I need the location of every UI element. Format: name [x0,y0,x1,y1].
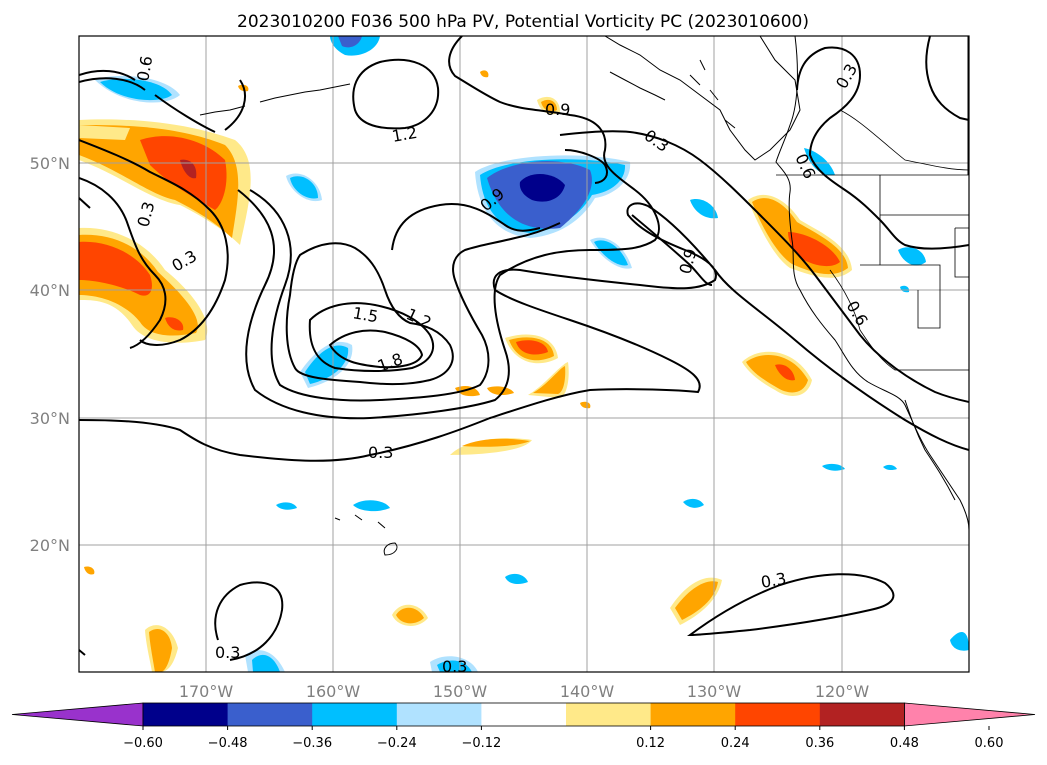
colorbar-frame [142,702,905,727]
contour-label: 1.5 [351,303,379,326]
colorbar-segment [819,703,905,726]
map-frame [78,35,970,673]
colorbar-tick-label: 0.36 [805,736,834,751]
longitude-labels: 170°W 160°W 150°W 140°W 130°W 120°W [179,682,870,701]
graticule [79,36,969,672]
colorbar-segment [481,703,567,726]
pv-positive-region [746,355,808,393]
pv-negative-region [898,247,926,266]
pv-negative-region [338,36,362,48]
colorbar-tick-label: −0.24 [377,736,417,751]
pv-negative-region [519,174,565,202]
colorbar-tick-label: −0.12 [461,736,501,751]
pv-positive-region [533,366,566,394]
colorbar-segment [735,703,821,726]
contour-label: 1.2 [390,123,418,146]
lat-label: 20°N [30,536,70,555]
pv-positive-region [79,241,152,296]
contour-label: 0.3 [442,657,467,676]
colorbar-segment [227,703,313,726]
colorbar: −0.60 −0.48 −0.36 −0.24 −0.12 0.12 0.24 0.36 0.4… [11,702,1036,751]
pv-negative-region [505,573,528,585]
figure-title: 2023010200 F036 500 hPa PV, Potential Vo… [237,12,809,32]
colorbar-tick-label: 0.12 [636,736,665,751]
pv-positive-region [149,628,172,672]
colorbar-tick-label: −0.48 [208,736,248,751]
lat-label: 50°N [30,154,70,173]
pv-negative-region [822,463,845,471]
colorbar-tick-label: −0.36 [292,736,332,751]
pv-positive-region [462,438,530,447]
map-panel: 0.6 0.3 0.3 1.2 0.9 0.9 0.3 0.9 0.6 0.3 … [78,35,970,676]
lat-label: 40°N [30,281,70,300]
lon-label: 170°W [179,682,234,701]
pv-positive-region [516,340,548,355]
pv-contours [79,36,969,661]
pv-positive-region [79,125,130,140]
pv-negative-region [804,148,835,176]
contour-label: 0.3 [759,569,787,592]
colorbar-segment [650,703,736,726]
lon-label: 140°W [560,682,615,701]
latitude-labels: 50°N 40°N 30°N 20°N [30,154,70,555]
colorbar-extend-high [904,702,1036,727]
pv-positive-region [675,581,718,620]
pv-positive-region [487,386,514,396]
colorbar-tick-label: −0.60 [123,736,163,751]
pv-negative-region [950,631,969,651]
colorbar-extend-low [11,702,144,727]
coastlines [199,36,969,556]
pv-negative-region [276,502,297,510]
lon-label: 150°W [433,682,488,701]
pv-negative-region [100,78,172,101]
colorbar-segment [143,703,229,726]
pv-negative-region [690,199,718,219]
colorbar-segment [396,703,482,726]
contour-label: 0.9 [545,100,570,119]
pv-positive-region [580,401,591,409]
pv-positive-region [140,136,227,210]
pv-negative-region [252,654,280,672]
pv-negative-region [353,500,390,512]
pv-positive-region [84,566,95,575]
lon-label: 160°W [306,682,361,701]
pv-positive-region [480,70,489,78]
contour-label: 0.3 [368,443,393,462]
pv-positive-region [396,607,424,624]
pv-positive-region [165,317,184,331]
contour-label: 0.3 [215,643,240,662]
pv-negative-region [683,498,704,508]
contour-label: 0.6 [133,54,156,82]
pv-positive-region [775,364,795,381]
pv-positive-region [541,99,557,112]
colorbar-segment [312,703,398,726]
colorbar-tick-label: 0.60 [975,736,1004,751]
lon-label: 130°W [687,682,742,701]
colorbar-segment [566,703,652,726]
pv-negative-region [437,660,472,672]
pv-positive-region [180,159,197,179]
colorbar-tick-label: 0.24 [721,736,750,751]
pv-negative-region [290,176,318,199]
lon-label: 120°W [815,682,870,701]
pv-negative-region [900,285,910,293]
lat-label: 30°N [30,409,70,428]
pv-negative-region [883,464,897,471]
pv-negative-region [594,240,628,266]
pv-shading [79,36,969,672]
colorbar-tick-label: 0.48 [890,736,919,751]
